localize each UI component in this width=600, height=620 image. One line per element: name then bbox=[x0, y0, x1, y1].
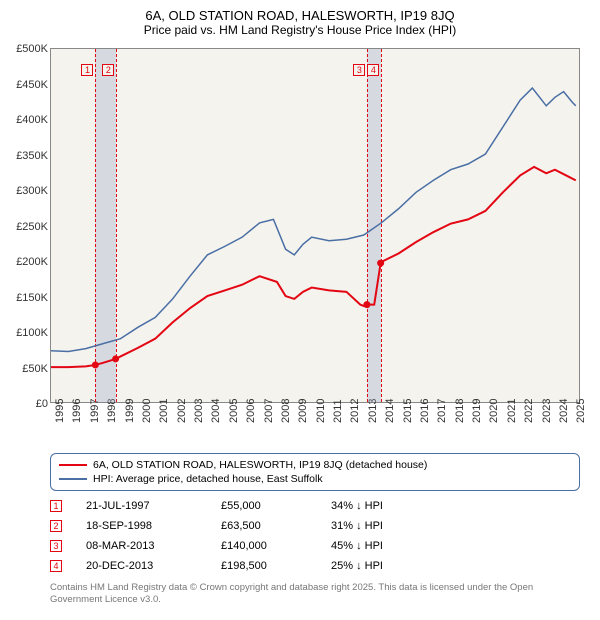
y-axis-label: £300K bbox=[3, 185, 48, 197]
event-pct: 45% ↓ HPI bbox=[331, 540, 431, 552]
events-table: 1 21-JUL-1997£55,00034% ↓ HPI 2 18-SEP-1998… bbox=[50, 496, 580, 576]
legend-box: 6A, OLD STATION ROAD, HALESWORTH, IP19 8… bbox=[50, 453, 580, 491]
chart-title: 6A, OLD STATION ROAD, HALESWORTH, IP19 8… bbox=[0, 0, 600, 23]
series-red bbox=[51, 167, 576, 367]
y-axis-label: £250K bbox=[3, 221, 48, 233]
y-axis-label: £400K bbox=[3, 114, 48, 126]
event-pct: 34% ↓ HPI bbox=[331, 500, 431, 512]
y-axis-label: £100K bbox=[3, 327, 48, 339]
event-row: 4 20-DEC-2013£198,50025% ↓ HPI bbox=[50, 556, 580, 576]
event-row: 1 21-JUL-1997£55,00034% ↓ HPI bbox=[50, 496, 580, 516]
event-price: £198,500 bbox=[221, 560, 331, 572]
y-axis-label: £350K bbox=[3, 150, 48, 162]
event-pct: 25% ↓ HPI bbox=[331, 560, 431, 572]
legend-item: 6A, OLD STATION ROAD, HALESWORTH, IP19 8… bbox=[59, 458, 571, 472]
event-marker: 1 bbox=[50, 500, 62, 512]
sale-marker-label: 4 bbox=[367, 64, 379, 76]
event-marker: 3 bbox=[50, 540, 62, 552]
event-pct: 31% ↓ HPI bbox=[331, 520, 431, 532]
chart-plot: £0£50K£100K£150K£200K£250K£300K£350K£400… bbox=[50, 48, 580, 403]
y-axis-label: £0 bbox=[3, 398, 48, 410]
sale-marker-dot bbox=[112, 355, 119, 362]
series-blue bbox=[51, 88, 576, 351]
event-date: 20-DEC-2013 bbox=[86, 560, 221, 572]
chart-area: £0£50K£100K£150K£200K£250K£300K£350K£400… bbox=[50, 48, 580, 418]
sale-marker-label: 1 bbox=[81, 64, 93, 76]
legend-label: 6A, OLD STATION ROAD, HALESWORTH, IP19 8… bbox=[93, 459, 427, 471]
y-axis-label: £150K bbox=[3, 292, 48, 304]
event-price: £140,000 bbox=[221, 540, 331, 552]
y-axis-label: £200K bbox=[3, 256, 48, 268]
legend-swatch bbox=[59, 478, 87, 480]
event-date: 08-MAR-2013 bbox=[86, 540, 221, 552]
y-axis-label: £450K bbox=[3, 79, 48, 91]
event-date: 21-JUL-1997 bbox=[86, 500, 221, 512]
y-axis-label: £500K bbox=[3, 43, 48, 55]
legend-item: HPI: Average price, detached house, East… bbox=[59, 472, 571, 486]
footnote-text: Contains HM Land Registry data © Crown c… bbox=[50, 582, 580, 606]
event-marker: 4 bbox=[50, 560, 62, 572]
y-axis-label: £50K bbox=[3, 363, 48, 375]
sale-marker-label: 2 bbox=[102, 64, 114, 76]
event-price: £63,500 bbox=[221, 520, 331, 532]
event-marker: 2 bbox=[50, 520, 62, 532]
event-price: £55,000 bbox=[221, 500, 331, 512]
event-date: 18-SEP-1998 bbox=[86, 520, 221, 532]
event-row: 3 08-MAR-2013£140,00045% ↓ HPI bbox=[50, 536, 580, 556]
legend-label: HPI: Average price, detached house, East… bbox=[93, 473, 323, 485]
event-row: 2 18-SEP-1998£63,50031% ↓ HPI bbox=[50, 516, 580, 536]
chart-subtitle: Price paid vs. HM Land Registry's House … bbox=[0, 23, 600, 41]
sale-marker-dot bbox=[377, 260, 384, 267]
sale-marker-label: 3 bbox=[353, 64, 365, 76]
chart-svg bbox=[51, 49, 581, 404]
legend-swatch bbox=[59, 464, 87, 466]
sale-marker-dot bbox=[363, 301, 370, 308]
sale-marker-dot bbox=[92, 361, 99, 368]
